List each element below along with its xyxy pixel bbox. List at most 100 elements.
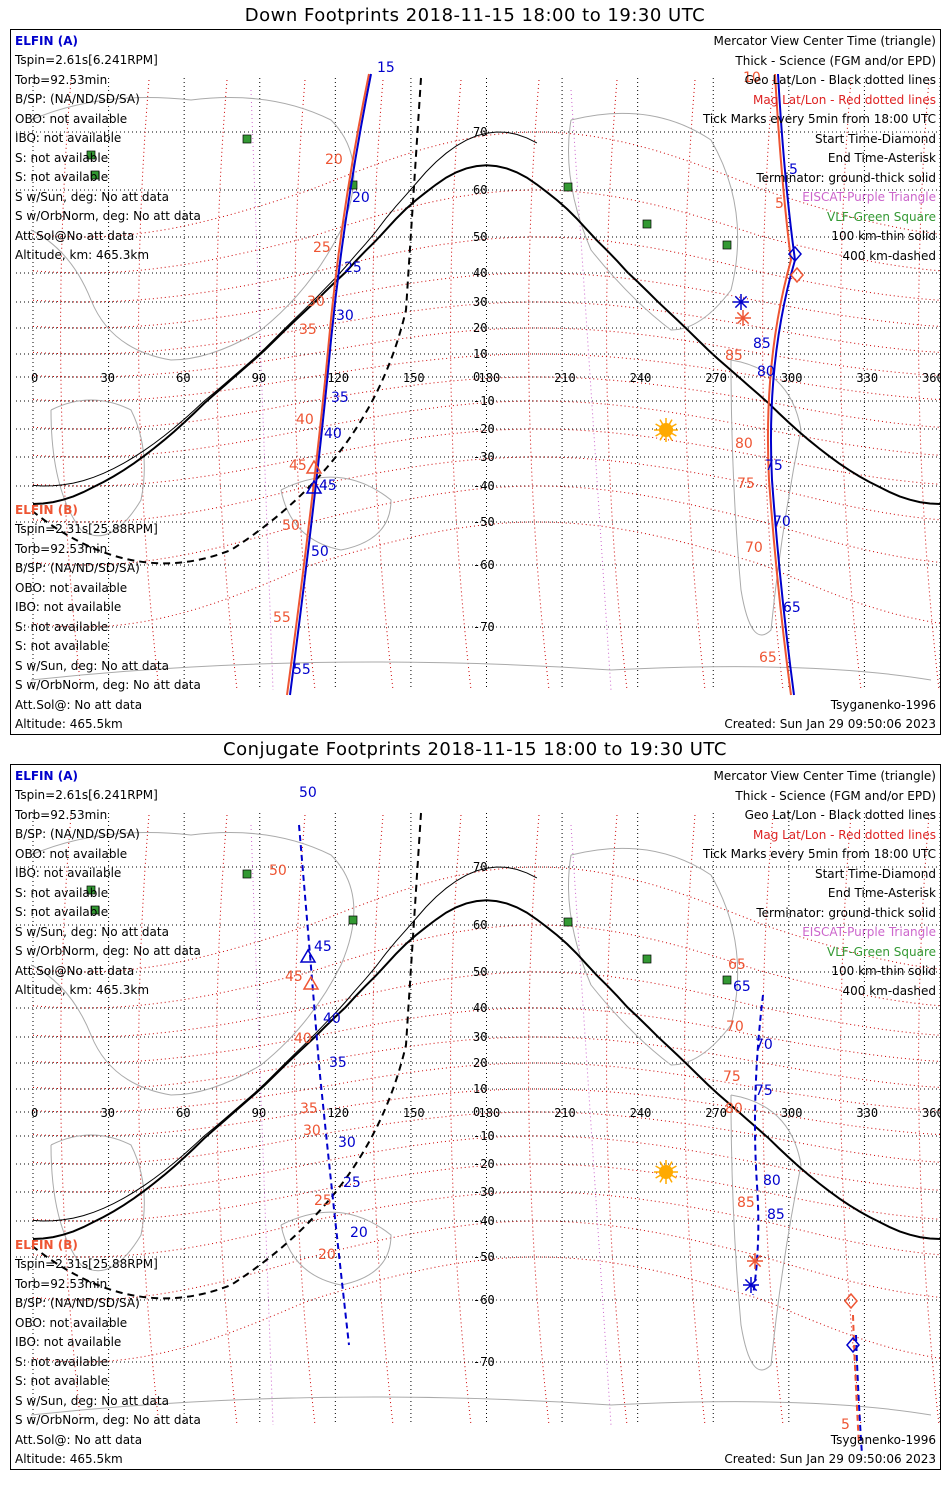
probe-b-info-line: B/SP: (NA/ND/SD/SA) bbox=[15, 561, 140, 575]
mag-lat-line bbox=[32, 456, 940, 523]
lon-axis: 0 30 60 90 120 150 180 210 240 270 300 330 360 bbox=[31, 371, 940, 385]
center-triangle-a bbox=[299, 948, 317, 963]
mag-lon-line bbox=[762, 814, 784, 1426]
lat-tick-label: 30 bbox=[473, 1030, 487, 1044]
mag-lon-line bbox=[216, 814, 238, 1426]
coastline-antarctica bbox=[30, 1396, 932, 1416]
lat-tick-label: -20 bbox=[473, 1157, 495, 1171]
lat-tick-label: -60 bbox=[473, 558, 495, 572]
legend-line: Tick Marks every 5min from 18:00 UTC bbox=[702, 112, 936, 126]
mag-lon-line bbox=[918, 79, 940, 691]
panel-title-down: Down Footprints 2018-11-15 18:00 to 19:3… bbox=[244, 5, 706, 26]
probe-b-track bbox=[852, 1314, 860, 1446]
probe-a-track bbox=[298, 824, 350, 1346]
eiscat-line bbox=[570, 89, 612, 691]
probe-b-tick-label: 20 bbox=[325, 152, 343, 168]
map-canvas: 0306090120150180210240270300330360706050… bbox=[16, 785, 940, 1456]
lon-tick-label: 0 bbox=[31, 371, 38, 385]
probe-a-info-line: B/SP: (NA/ND/SD/SA) bbox=[15, 92, 140, 106]
mag-lon-line bbox=[450, 79, 472, 691]
eiscat-lines bbox=[250, 824, 612, 1426]
probe-b-tick-label: 80 bbox=[735, 436, 753, 452]
sun-ray bbox=[670, 1174, 677, 1179]
lat-tick-label: 70 bbox=[473, 860, 487, 874]
track-markers bbox=[299, 948, 860, 1354]
end-asterisk-b bbox=[735, 310, 751, 326]
legend-line: Mag Lat/Lon - Red dotted lines bbox=[752, 92, 936, 107]
mag-lat-line bbox=[32, 866, 940, 973]
mag-lon-line bbox=[60, 814, 82, 1426]
mag-lat-line bbox=[32, 1191, 940, 1258]
sun-ray bbox=[670, 432, 677, 437]
probe-b-tick-label: 80 bbox=[725, 1101, 743, 1117]
probe-a-info-line: Tspin=2.61s[6.241RPM] bbox=[15, 53, 158, 67]
probe-a-info-line: S: not available bbox=[15, 885, 109, 900]
probe-a-tick-label: 25 bbox=[343, 1175, 361, 1191]
legend-line: Thick - Science (FGM and/or EPD) bbox=[735, 53, 936, 68]
sun-ray bbox=[655, 432, 662, 437]
model-label: Tsyganenko-1996 bbox=[830, 1433, 936, 1447]
terminator-400km-line bbox=[30, 812, 422, 1300]
asterisk-stroke bbox=[734, 295, 748, 309]
mag-lat-line bbox=[32, 1088, 940, 1137]
lat-tick-label: 10 bbox=[473, 1082, 487, 1096]
lon-tick-label: 240 bbox=[630, 371, 652, 385]
legend-line: 400 km-dashed bbox=[842, 983, 936, 998]
vlf-station-icon bbox=[722, 240, 732, 250]
probe-b-tick-label: 35 bbox=[300, 1101, 318, 1117]
lat-tick-label: 0 bbox=[473, 370, 480, 384]
probe-b-info-line: Altitude: 465.5km bbox=[15, 1452, 123, 1466]
sun-disk bbox=[659, 1165, 673, 1179]
mag-lat-line bbox=[32, 1062, 940, 1113]
lon-tick-label: 180 bbox=[479, 371, 501, 385]
eiscat-line bbox=[250, 824, 274, 1426]
probe-b-info-line: S: not available bbox=[15, 639, 109, 653]
map-panel-conjugate: 0306090120150180210240270300330360706050… bbox=[10, 764, 941, 1470]
probe-a-tick-label: 50 bbox=[311, 544, 329, 560]
lat-tick-label: -40 bbox=[473, 1214, 495, 1228]
probe-b-info-line: Altitude: 465.5km bbox=[15, 717, 123, 731]
start-diamond-a bbox=[846, 1336, 860, 1354]
probe-a-tick-label: 20 bbox=[352, 190, 370, 206]
probe-b-tick-label: 25 bbox=[314, 1193, 332, 1209]
probe-a-tick-label: 80 bbox=[757, 364, 775, 380]
lon-tick-label: 0 bbox=[31, 1106, 38, 1120]
lat-tick-label: 60 bbox=[473, 183, 487, 197]
legend-line: End Time-Asterisk bbox=[827, 886, 936, 900]
probe-b-tick-label: 30 bbox=[307, 294, 325, 310]
mag-lon-line bbox=[606, 79, 628, 691]
legend-line: Geo Lat/Lon - Black dotted lines bbox=[744, 73, 936, 87]
mag-lon-line bbox=[918, 814, 940, 1426]
start-diamond-a bbox=[788, 245, 802, 263]
lat-tick-label: -50 bbox=[473, 1250, 495, 1264]
probe-b-tick-label: 25 bbox=[313, 240, 331, 256]
lon-tick-label: 90 bbox=[252, 1106, 266, 1120]
probe-b-info-line: IBO: not available bbox=[15, 600, 122, 614]
probe-a-tick-label: 65 bbox=[783, 600, 801, 616]
mag-lon-line bbox=[762, 79, 784, 691]
probe-a-tick-label: 35 bbox=[331, 390, 349, 406]
probe-b-info-line: Tspin=2.31s[25.88RPM] bbox=[15, 522, 158, 536]
mag-lat-line bbox=[32, 327, 940, 378]
legend-line: End Time-Asterisk bbox=[827, 151, 936, 165]
probe-a-name: ELFIN (A) bbox=[15, 34, 78, 48]
mag-lon-line bbox=[606, 814, 628, 1426]
vlf-station-icon bbox=[642, 219, 652, 229]
probe-a-tick-label: 25 bbox=[344, 260, 362, 276]
probe-a-info-line: Torb=92.53min bbox=[15, 72, 108, 87]
terminator-line bbox=[32, 899, 940, 1240]
mag-lat-line bbox=[32, 131, 940, 238]
probe-b-tick-label: 65 bbox=[728, 957, 746, 973]
lat-axis: 70 60 50 40 30 20 10 0 -10 -20 -30 -40 -50 -60 -70 bbox=[473, 125, 495, 634]
legend-line: VLF-Green Square bbox=[827, 944, 936, 959]
terminator-line bbox=[32, 164, 940, 505]
probe-b-info-line: S w/OrbNorm, deg: No att data bbox=[15, 1413, 201, 1427]
track-tick-labels: 5045403530252065707580855045403530252065… bbox=[269, 785, 850, 1433]
lon-tick-label: 300 bbox=[781, 1106, 803, 1120]
geo-grid bbox=[16, 78, 940, 690]
lon-tick-label: 60 bbox=[176, 1106, 190, 1120]
probe-b-tick-label: 70 bbox=[726, 1019, 744, 1035]
vlf-station-icon bbox=[86, 150, 96, 160]
probe-a-info-line: OBO: not available bbox=[15, 846, 128, 861]
probe-a-info-line: Att.Sol@No att data bbox=[15, 228, 135, 243]
